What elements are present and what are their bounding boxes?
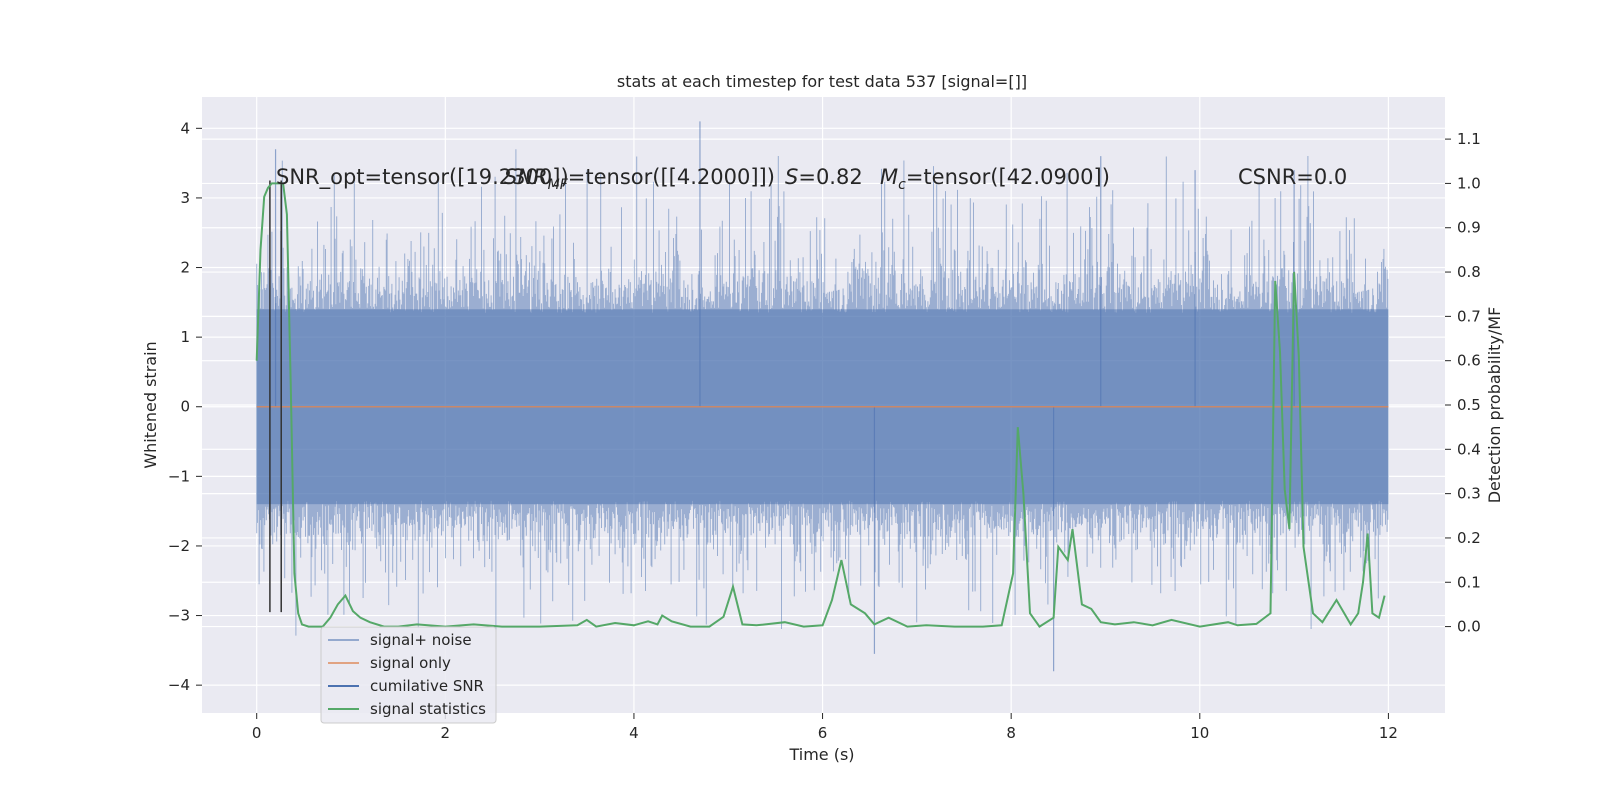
legend-frame [320,626,497,724]
chart-title: stats at each timestep for test data 537… [617,72,1027,91]
annotation-snr-opt: SNR_opt=tensor([19.2300]) [276,165,569,190]
yl-tick-label-7: 3 [180,189,190,207]
yl-tick-label-1: −3 [168,607,190,625]
y-right-axis-label: Detection probability/MF [1485,307,1504,504]
annotation-mc: Mc=tensor([42.0900]) [880,165,1110,193]
yr-tick-label-2: 0.2 [1457,529,1481,547]
y-left-axis-ticks: −4 −3 −2 −1 0 1 2 3 4 [168,119,202,694]
signal-statistics-line [255,182,1386,628]
x-tick-label-6: 12 [1379,724,1398,742]
yl-tick-label-3: −1 [168,467,190,485]
x-tick-label-0: 0 [252,724,262,742]
x-tick-label-3: 6 [818,724,828,742]
yr-tick-label-7: 0.7 [1457,307,1481,325]
annotation-s: S=0.82 [785,165,863,189]
yl-tick-label-6: 2 [180,259,190,277]
yl-tick-label-5: 1 [180,328,190,346]
yl-tick-label-0: −4 [168,676,190,694]
x-tick-label-5: 10 [1190,724,1209,742]
yr-tick-label-4: 0.4 [1457,440,1481,458]
yr-tick-label-11: 1.1 [1457,130,1481,148]
annotations: SNR_opt=tensor([19.2300]) SNRMF=tensor([… [276,165,1347,193]
vertical-markers [269,180,282,613]
x-axis-ticks: 0 2 4 6 8 10 12 [252,713,1398,742]
legend-label-signal-only: signal only [370,654,451,672]
annotation-csnr: CSNR=0.0 [1238,165,1347,189]
legend-label-signal-statistics: signal statistics [370,700,486,718]
signal-statistics-series [255,182,1386,628]
yr-tick-label-9: 0.9 [1457,219,1481,237]
legend-label-signal-noise: signal+ noise [370,631,472,649]
yr-tick-label-8: 0.8 [1457,263,1481,281]
yr-tick-label-10: 1.0 [1457,174,1481,192]
yr-tick-label-1: 0.1 [1457,573,1481,591]
legend-label-cumilative-snr: cumilative SNR [370,677,484,695]
yr-tick-label-0: 0.0 [1457,618,1481,636]
yl-tick-label-4: 0 [180,398,190,416]
y-right-axis-ticks: 0.0 0.1 0.2 0.3 0.4 0.5 0.6 0.7 0.8 0.9 1.0 1.1 [1445,130,1481,636]
x-tick-label-4: 8 [1006,724,1016,742]
x-tick-label-1: 2 [441,724,451,742]
legend: signal+ noise signal only cumilative SNR… [320,626,497,724]
x-tick-label-2: 4 [629,724,639,742]
annotation-snr-mf: SNRMF=tensor([[4.2000]]) [504,165,775,193]
yr-tick-label-6: 0.6 [1457,352,1481,370]
y-left-axis-label: Whitened strain [141,341,160,468]
yr-tick-label-5: 0.5 [1457,396,1481,414]
yl-tick-label-2: −2 [168,537,190,555]
x-axis-label: Time (s) [788,745,854,764]
yl-tick-label-8: 4 [180,119,190,137]
yr-tick-label-3: 0.3 [1457,485,1481,503]
